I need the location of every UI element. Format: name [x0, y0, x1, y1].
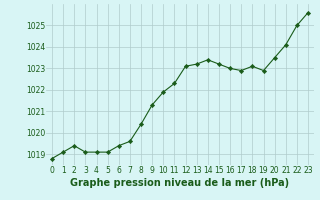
X-axis label: Graphe pression niveau de la mer (hPa): Graphe pression niveau de la mer (hPa) [70, 178, 290, 188]
